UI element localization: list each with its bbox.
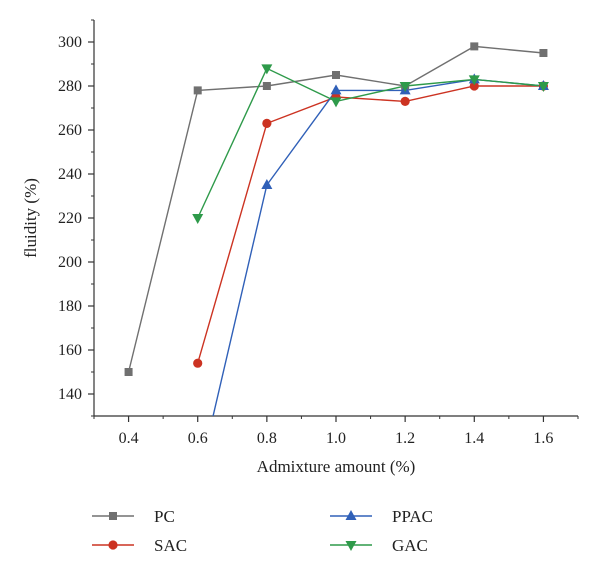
y-tick-label: 300 xyxy=(58,34,82,51)
data-point-sac xyxy=(469,81,479,91)
data-point-pc xyxy=(262,82,271,90)
data-point-ppac xyxy=(192,476,203,486)
data-point-gac xyxy=(399,82,411,92)
legend-label: SAC xyxy=(154,536,187,555)
x-tick-label: 0.4 xyxy=(119,430,139,447)
legend-item-ppac: PPAC xyxy=(330,507,433,526)
data-point-sac xyxy=(400,96,410,106)
x-tick-label: 1.2 xyxy=(395,430,415,447)
series-line-ppac xyxy=(212,78,544,416)
y-tick-label: 260 xyxy=(58,122,82,139)
legend-marker xyxy=(345,510,357,520)
y-tick-label: 200 xyxy=(58,254,82,271)
y-tick-label: 220 xyxy=(58,210,82,227)
data-point-gac xyxy=(330,97,342,108)
legend-item-pc: PC xyxy=(92,507,175,526)
data-point-gac xyxy=(468,75,480,86)
data-point-gac xyxy=(192,214,204,224)
legend-marker xyxy=(345,541,357,551)
data-point-pc xyxy=(124,368,133,376)
y-axis-title: fluidity (%) xyxy=(21,178,40,258)
y-tick-label: 240 xyxy=(58,166,82,183)
y-tick-label: 280 xyxy=(58,78,82,95)
legend: PC SAC PPAC GAC xyxy=(92,507,433,555)
data-point-pc xyxy=(539,49,548,57)
legend-marker xyxy=(109,512,117,520)
legend-label: GAC xyxy=(392,536,428,555)
legend-item-sac: SAC xyxy=(92,536,187,555)
data-point-gac xyxy=(537,82,549,92)
series-line-gac xyxy=(197,67,544,219)
series-line-sac xyxy=(197,85,544,364)
legend-label: PC xyxy=(154,507,175,526)
axes: 140 160 180 200 220 240 260 280 300 0.4 0.6 0.8 1.0 1… xyxy=(58,19,579,447)
legend-item-gac: GAC xyxy=(330,536,428,555)
x-tick-label: 0.6 xyxy=(188,430,208,447)
data-point-pc xyxy=(470,42,479,51)
x-axis-title: Admixture amount (%) xyxy=(257,457,416,476)
legend-marker xyxy=(108,540,118,550)
x-tick-label: 1.0 xyxy=(326,430,346,447)
data-point-sac xyxy=(262,118,272,128)
data-point-ppac xyxy=(330,84,342,95)
data-point-gac xyxy=(261,64,273,75)
y-tick-label: 160 xyxy=(58,342,82,359)
data-point-ppac xyxy=(261,179,273,189)
x-tick-label: 1.4 xyxy=(464,430,484,447)
data-point-sac xyxy=(193,358,203,368)
x-tick-label: 1.6 xyxy=(533,430,553,447)
legend-label: PPAC xyxy=(392,507,433,526)
data-point-pc xyxy=(332,71,340,79)
x-tick-label: 0.8 xyxy=(257,430,277,447)
data-point-pc xyxy=(193,86,202,95)
series-markers xyxy=(124,42,549,486)
y-tick-label: 140 xyxy=(58,386,82,403)
y-tick-label: 180 xyxy=(58,298,82,315)
